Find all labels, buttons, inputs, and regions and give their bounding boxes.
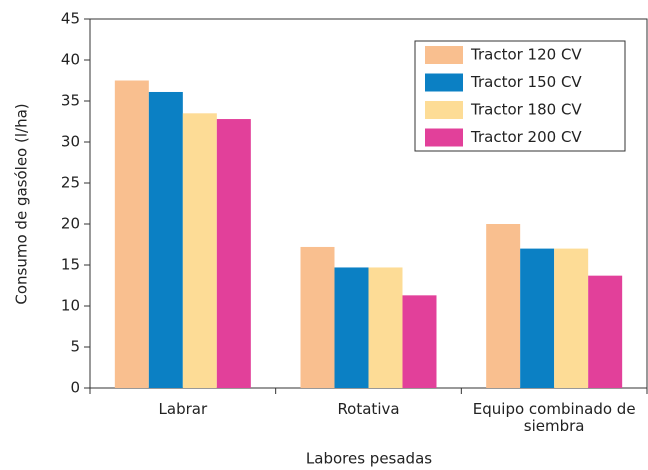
y-tick-label: 30: [61, 133, 80, 151]
legend-swatch: [425, 46, 463, 64]
x-tick-label: Rotativa: [337, 400, 400, 418]
legend-label: Tractor 120 CV: [470, 46, 582, 64]
legend-label: Tractor 200 CV: [470, 128, 582, 146]
legend-swatch: [425, 128, 463, 147]
x-tick-label: Equipo combinado de siembra: [472, 400, 636, 435]
bar: [520, 248, 555, 388]
y-axis-title: Consumo de gasóleo (l/ha): [13, 103, 31, 304]
bar: [368, 267, 403, 388]
y-tick-label: 10: [61, 297, 80, 315]
legend-swatch: [425, 101, 463, 119]
bar: [402, 295, 437, 388]
y-tick-label: 45: [61, 10, 80, 28]
y-tick-label: 35: [61, 92, 80, 110]
y-tick-label: 15: [61, 256, 80, 274]
x-axis-title: Labores pesadas: [306, 450, 432, 468]
y-tick-label: 5: [70, 338, 80, 356]
x-tick-label: Labrar: [158, 400, 208, 418]
y-tick-label: 40: [61, 51, 80, 69]
bar: [148, 91, 183, 388]
bar: [300, 246, 335, 388]
y-tick-label: 20: [61, 215, 80, 233]
legend-label: Tractor 150 CV: [470, 73, 582, 91]
bar: [588, 275, 623, 388]
y-tick-label: 0: [70, 379, 80, 397]
bar: [182, 113, 217, 389]
bar: [114, 80, 149, 388]
bar: [334, 267, 369, 388]
y-tick-label: 25: [61, 174, 80, 192]
bar: [216, 119, 251, 388]
bar: [554, 248, 589, 388]
bar: [486, 224, 521, 388]
legend-label: Tractor 180 CV: [470, 101, 582, 119]
legend-swatch: [425, 73, 463, 92]
